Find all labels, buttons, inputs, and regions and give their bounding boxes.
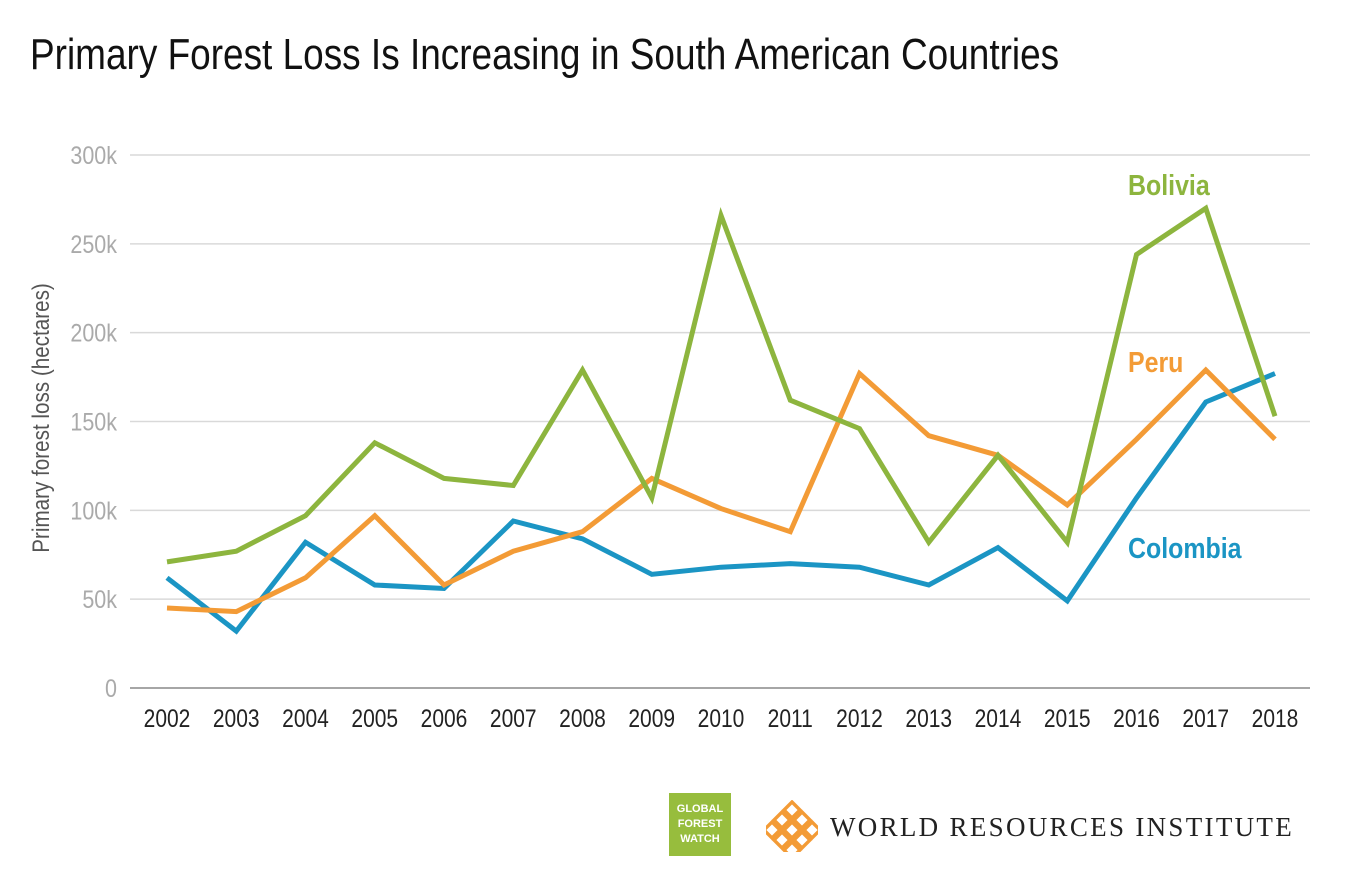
gridlines — [130, 154, 1310, 689]
y-tick-label: 100k — [70, 497, 117, 525]
chart-title: Primary Forest Loss Is Increasing in Sou… — [30, 30, 1060, 79]
wri-logo-icon — [766, 800, 818, 852]
series-lines — [165, 204, 1278, 635]
global-forest-watch-logo: GLOBAL FOREST WATCH — [669, 793, 731, 856]
series-line-peru — [166, 366, 1277, 615]
x-tick-label: 2006 — [421, 704, 468, 732]
x-tick-label: 2007 — [490, 704, 537, 732]
x-tick-label: 2013 — [905, 704, 952, 732]
y-tick-labels: 0 50k 100k 150k 200k 250k 300k — [70, 141, 117, 702]
y-tick-label: 300k — [70, 141, 117, 169]
y-tick-label: 150k — [70, 408, 117, 436]
series-labels: Bolivia Peru Colombia — [1128, 169, 1242, 564]
y-tick-label: 250k — [70, 230, 117, 258]
x-tick-label: 2009 — [628, 704, 675, 732]
y-axis-label: Primary forest loss (hectares) — [28, 283, 55, 553]
x-tick-label: 2017 — [1182, 704, 1229, 732]
x-tick-label: 2016 — [1113, 704, 1160, 732]
y-tick-label: 200k — [70, 319, 117, 347]
x-tick-label: 2003 — [213, 704, 260, 732]
series-line-colombia — [165, 371, 1276, 635]
x-tick-label: 2011 — [768, 704, 813, 732]
y-tick-label: 50k — [82, 586, 117, 614]
series-line-bolivia — [166, 204, 1278, 565]
y-tick-label: 0 — [105, 674, 117, 702]
series-label-bolivia: Bolivia — [1128, 169, 1211, 201]
x-tick-label: 2010 — [698, 704, 745, 732]
x-tick-label: 2012 — [836, 704, 883, 732]
wri-logo-text: WORLD RESOURCES INSTITUTE — [830, 812, 1294, 842]
x-tick-labels: 2002 2003 2004 2005 2006 2007 2008 2009 2010 2011… — [144, 704, 1299, 732]
series-label-colombia: Colombia — [1128, 532, 1242, 564]
x-tick-label: 2004 — [282, 704, 329, 732]
x-tick-label: 2014 — [975, 704, 1022, 732]
x-tick-label: 2008 — [559, 704, 606, 732]
x-tick-label: 2015 — [1044, 704, 1091, 732]
x-tick-label: 2002 — [144, 704, 191, 732]
x-tick-label: 2005 — [351, 704, 398, 732]
series-label-peru: Peru — [1128, 346, 1183, 378]
x-tick-label: 2018 — [1252, 704, 1299, 732]
